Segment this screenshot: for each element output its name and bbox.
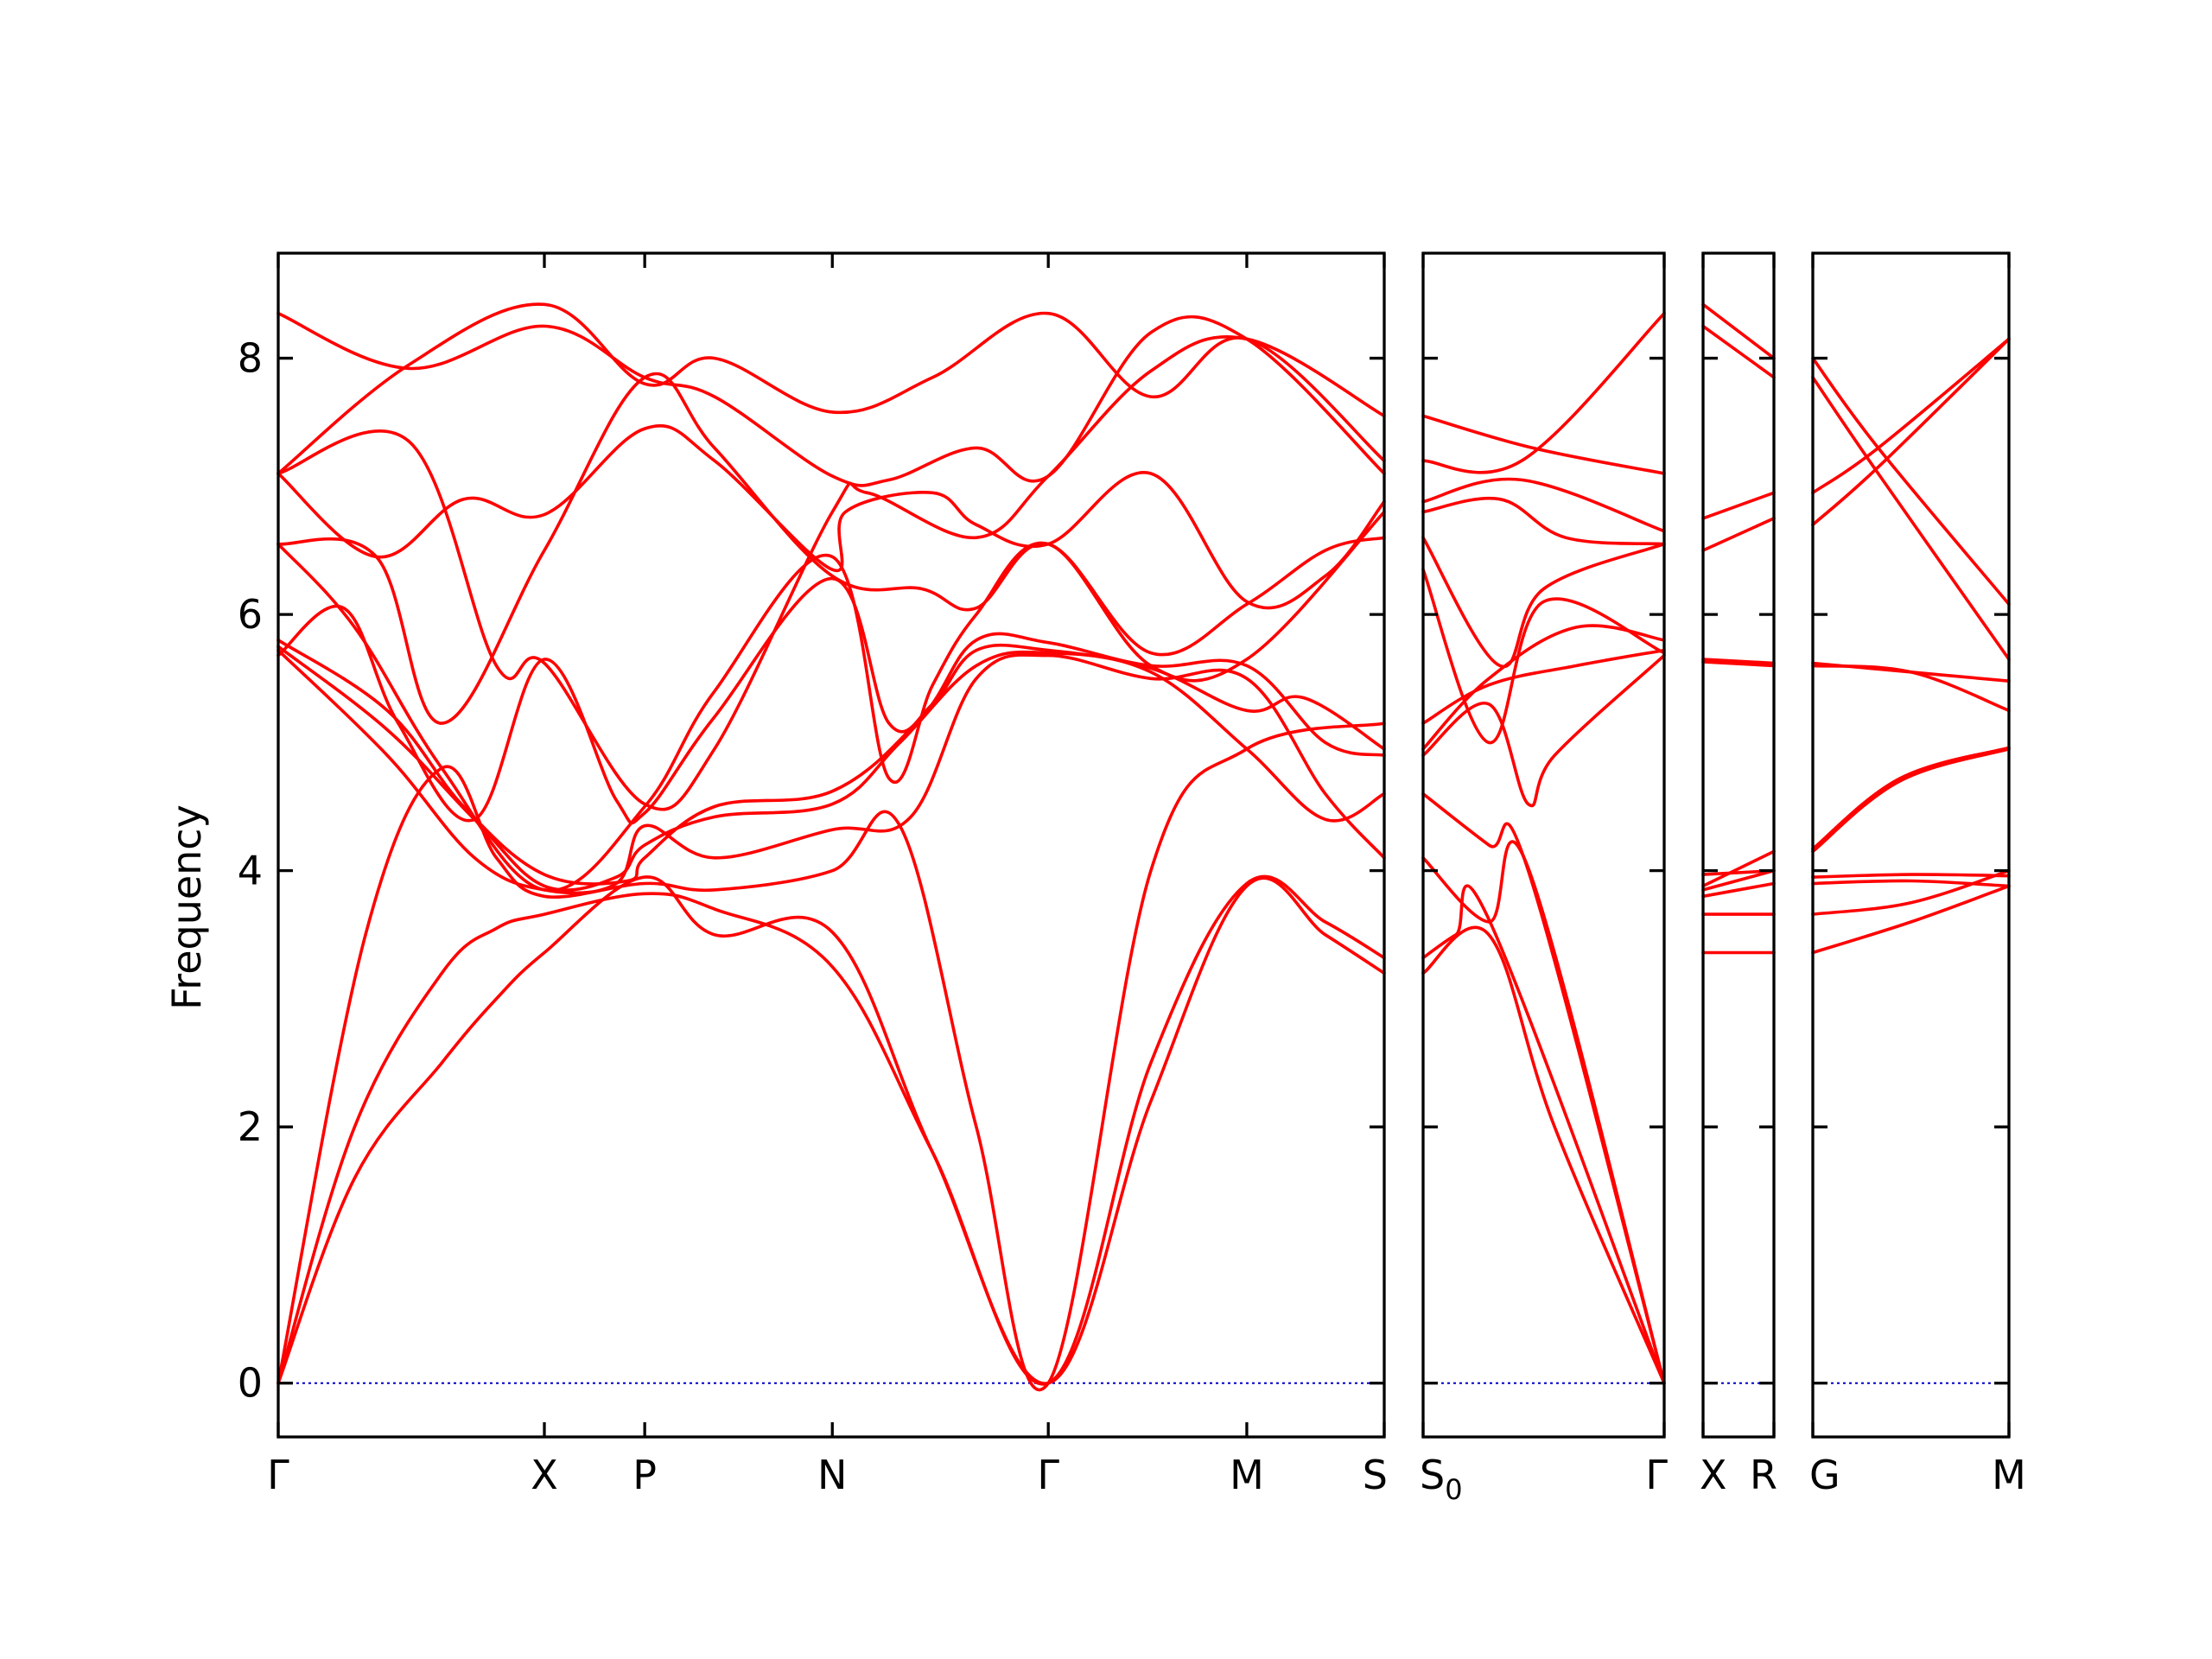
band-line-panel-2-11 [1421,477,1666,533]
y-tick-label: 4 [238,848,263,894]
band-line-panel-3-11 [1701,324,1776,379]
band-line-panel-1-1 [276,875,1386,1385]
band-line-panel-3-12 [1701,302,1776,360]
panel-frame-3 [1701,251,1776,1439]
band-line-panel-2-4 [1421,791,1666,1385]
y-tick-label: 8 [238,335,263,382]
band-line-panel-4-4 [1811,873,2011,879]
y-axis-label: Frequency [163,804,210,1010]
y-tick-label: 0 [238,1360,263,1407]
band-line-panel-4-12 [1811,356,2011,607]
band-line-panel-3-7 [1701,660,1776,668]
band-line-panel-4-8 [1811,661,2011,683]
axis-ticks [276,253,2011,1437]
band-line-panel-1-4 [276,648,1386,895]
band-line-panel-3-8 [1701,658,1776,665]
band-line-panel-1-13 [276,302,1386,475]
band-line-panel-4-3 [1811,879,2011,888]
band-line-panel-3-10 [1701,491,1776,520]
band-line-panel-1-2 [276,874,1386,1386]
x-tick-label: S [1363,1452,1388,1498]
band-line-panel-4-1 [1811,884,2011,955]
band-line-panel-1-11 [276,335,1386,811]
band-line-panel-1-7 [276,576,1386,825]
band-line-panel-2-12 [1421,414,1666,475]
band-line-panel-1-3 [276,721,1386,1392]
x-tick-label: X [531,1452,558,1498]
x-tick-label: S0 [1420,1452,1463,1506]
x-tick-label: R [1750,1452,1777,1498]
x-tick-label: Γ [1037,1452,1059,1498]
band-line-panel-1-10 [276,424,1386,610]
y-tick-label: 6 [238,591,263,638]
x-tick-label: M [1230,1452,1264,1498]
x-tick-label: M [1992,1452,2026,1498]
band-line-panel-3-4 [1701,868,1776,892]
band-line-panel-2-6 [1421,648,1666,725]
band-lines [276,302,2011,1392]
band-line-panel-4-11 [1811,376,2011,661]
x-tick-label: Γ [267,1452,289,1498]
panel-frame-2 [1421,251,1666,1439]
x-tick-label: G [1809,1452,1840,1498]
band-line-panel-4-5 [1811,747,2011,854]
y-tick-label: 2 [238,1103,263,1150]
band-line-panel-1-9 [276,372,1386,725]
band-line-panel-1-8 [276,510,1386,893]
x-tick-label: Γ [1645,1452,1668,1498]
band-line-panel-3-5 [1701,849,1776,888]
panel-frame-1 [276,251,1386,1439]
band-line-panel-4-2 [1811,868,2011,916]
x-tick-label: P [632,1452,657,1498]
band-line-panel-2-1 [1421,925,1666,1385]
band-line-panel-4-9 [1811,337,2011,527]
band-line-panel-4-6 [1811,746,2011,851]
band-line-panel-2-13 [1421,311,1666,474]
band-line-panel-1-12 [276,311,1386,487]
panel-frames [276,251,2011,1439]
band-line-panel-2-2 [1421,884,1666,1385]
band-line-panel-4-10 [1811,337,2011,495]
band-line-panel-3-9 [1701,517,1776,552]
panel-frame-4 [1811,251,2011,1439]
band-line-panel-2-7 [1421,653,1666,808]
band-line-panel-3-3 [1701,881,1776,899]
band-line-panel-2-10 [1421,496,1666,546]
band-line-panel-2-8 [1421,568,1666,745]
x-tick-label: N [817,1452,847,1498]
band-line-panel-2-9 [1421,536,1666,669]
x-tick-label: X [1700,1452,1727,1498]
band-line-panel-1-6 [276,632,1386,886]
